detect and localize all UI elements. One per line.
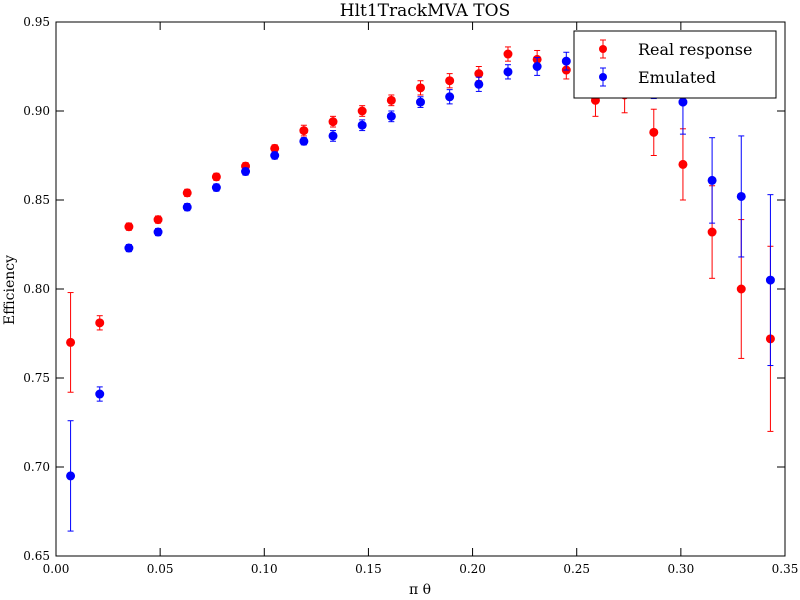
data-point: [357, 120, 367, 130]
data-point: [299, 126, 309, 136]
data-point: [328, 131, 338, 141]
data-point: [474, 69, 484, 79]
data-point: [416, 97, 425, 107]
data-point: [445, 92, 455, 102]
y-tick-label: 0.90: [23, 104, 50, 118]
legend-marker: [599, 73, 607, 81]
data-point: [299, 136, 309, 146]
data-point: [707, 227, 717, 237]
legend-entry: Real response: [599, 39, 752, 59]
data-point: [124, 243, 134, 253]
data-point: [211, 172, 221, 182]
legend-label: Emulated: [638, 68, 716, 87]
data-point: [445, 76, 455, 86]
data-point: [66, 471, 76, 481]
legend: Real response Emulated: [573, 30, 777, 99]
y-tick-label: 0.70: [23, 460, 50, 474]
data-point: [416, 83, 425, 93]
data-point: [736, 284, 746, 294]
y-tick-label: 0.80: [23, 282, 50, 296]
y-tick-label: 0.85: [23, 193, 50, 207]
legend-label: Real response: [638, 40, 752, 59]
data-point: [532, 62, 542, 71]
data-point: [561, 56, 571, 66]
x-tick-label: 0.30: [667, 562, 694, 576]
x-axis-label: π θ: [409, 582, 431, 598]
data-point: [153, 215, 163, 225]
x-tick-label: 0.10: [251, 562, 278, 576]
data-point: [241, 167, 251, 177]
axis-ticks: 0.00 0.05 0.10 0.15 0.20 0.25 0.30 0.35 0.65 0.70…: [23, 15, 798, 576]
data-point: [474, 79, 484, 89]
x-tick-label: 0.35: [772, 562, 799, 576]
data-point: [707, 175, 717, 185]
data-point: [503, 49, 513, 59]
data-point: [678, 97, 688, 107]
x-tick-label: 0.25: [563, 562, 590, 576]
chart-title: Hlt1TrackMVA TOS: [340, 1, 510, 21]
data-point: [182, 188, 192, 198]
legend-marker: [599, 45, 607, 53]
data-point: [649, 127, 659, 137]
y-tick-label: 0.65: [23, 549, 50, 563]
data-point: [357, 106, 367, 116]
data-point: [66, 337, 76, 347]
data-point: [678, 159, 688, 169]
data-point: [765, 275, 775, 285]
data-point: [124, 222, 134, 232]
legend-entry: Emulated: [599, 67, 716, 87]
x-tick-label: 0.15: [355, 562, 382, 576]
y-axis-label: Efficiency: [2, 255, 18, 325]
data-point: [153, 227, 163, 237]
data-point: [182, 202, 192, 212]
data-point: [503, 67, 513, 77]
x-tick-label: 0.20: [459, 562, 486, 576]
data-point: [211, 183, 221, 193]
data-point: [270, 151, 280, 160]
data-point: [95, 389, 105, 399]
data-point: [95, 318, 105, 328]
data-point: [736, 191, 746, 201]
data-point: [386, 95, 396, 105]
data-point: [328, 117, 338, 127]
y-tick-label: 0.75: [23, 371, 50, 385]
x-tick-label: 0.00: [43, 562, 70, 576]
y-tick-label: 0.95: [23, 15, 50, 29]
x-tick-label: 0.05: [147, 562, 174, 576]
data-point: [386, 111, 396, 121]
legend-box: [573, 30, 777, 99]
